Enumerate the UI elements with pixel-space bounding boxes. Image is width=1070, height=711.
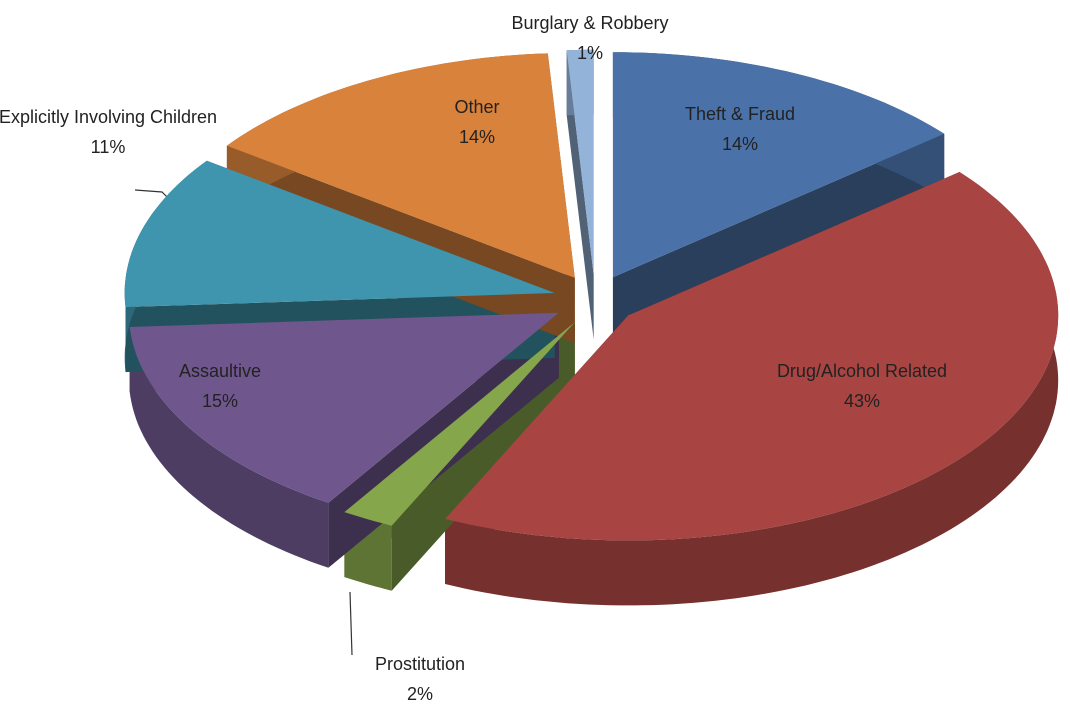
slice: [124, 160, 555, 308]
slice-side: [129, 327, 329, 568]
value-label: 11%: [91, 137, 126, 157]
category-label: Explicitly Involving Children: [0, 107, 217, 127]
value-label: 43%: [844, 391, 880, 411]
slice: [344, 322, 575, 526]
value-label: 1%: [577, 43, 603, 63]
labels: Theft & Fraud 14% Drug/Alcohol Related 43% P…: [0, 13, 947, 704]
pie-tops: [124, 49, 1059, 541]
category-label: Burglary & Robbery: [511, 13, 668, 33]
slice: [129, 312, 559, 503]
slice-side: [445, 172, 1059, 606]
slice: [226, 53, 575, 278]
slice-wall: [566, 50, 594, 340]
value-label: 2%: [407, 684, 433, 704]
category-label: Prostitution: [375, 654, 465, 674]
category-label: Assaultive: [179, 361, 261, 381]
leader-line: [349, 591, 353, 656]
category-label: Theft & Fraud: [685, 104, 795, 124]
value-label: 14%: [459, 127, 495, 147]
category-label: Drug/Alcohol Related: [777, 361, 947, 381]
value-label: 15%: [202, 391, 238, 411]
value-label: 14%: [722, 134, 758, 154]
slice: [445, 172, 1059, 541]
slice: [566, 49, 594, 275]
category-label: Other: [454, 97, 499, 117]
slice: [612, 52, 945, 278]
